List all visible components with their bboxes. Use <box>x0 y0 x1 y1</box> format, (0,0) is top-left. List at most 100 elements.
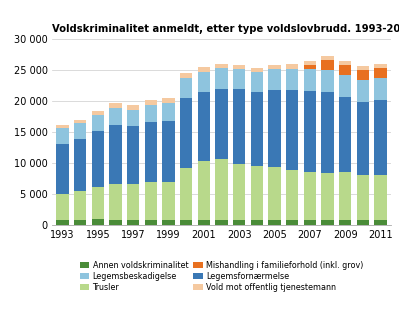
Bar <box>56 194 69 220</box>
Bar <box>321 91 334 173</box>
Bar <box>321 71 334 91</box>
Bar <box>251 68 263 71</box>
Bar <box>268 69 280 90</box>
Bar <box>74 119 86 123</box>
Bar <box>215 220 227 225</box>
Bar <box>180 167 192 221</box>
Bar <box>304 91 316 173</box>
Bar <box>374 63 387 68</box>
Bar <box>339 75 351 97</box>
Bar <box>233 69 245 89</box>
Bar <box>357 71 369 80</box>
Bar <box>286 64 298 69</box>
Bar <box>339 65 351 75</box>
Bar <box>180 73 192 78</box>
Bar <box>233 164 245 220</box>
Bar <box>339 220 351 225</box>
Bar <box>215 159 227 220</box>
Bar <box>357 66 369 71</box>
Bar <box>321 220 334 225</box>
Bar <box>286 170 298 220</box>
Bar <box>198 67 210 72</box>
Bar <box>251 166 263 220</box>
Bar <box>180 221 192 225</box>
Bar <box>144 100 157 105</box>
Bar <box>180 98 192 167</box>
Bar <box>233 65 245 69</box>
Bar <box>321 56 334 61</box>
Bar <box>162 121 175 182</box>
Bar <box>144 105 157 122</box>
Bar <box>56 220 69 225</box>
Bar <box>286 69 298 90</box>
Bar <box>198 220 210 225</box>
Bar <box>286 90 298 170</box>
Bar <box>109 125 122 184</box>
Bar <box>162 103 175 121</box>
Bar <box>374 68 387 78</box>
Bar <box>339 61 351 65</box>
Bar <box>92 219 104 225</box>
Bar <box>268 220 280 225</box>
Bar <box>251 71 263 91</box>
Bar <box>304 61 316 65</box>
Bar <box>127 105 139 109</box>
Bar <box>251 220 263 225</box>
Bar <box>374 78 387 100</box>
Bar <box>109 108 122 125</box>
Bar <box>286 220 298 225</box>
Bar <box>357 80 369 102</box>
Bar <box>109 103 122 108</box>
Bar <box>56 128 69 144</box>
Bar <box>162 182 175 221</box>
Bar <box>144 221 157 225</box>
Bar <box>357 175 369 220</box>
Bar <box>144 122 157 182</box>
Bar <box>127 127 139 184</box>
Bar <box>162 221 175 225</box>
Bar <box>92 111 104 115</box>
Bar <box>198 161 210 220</box>
Bar <box>215 68 227 89</box>
Bar <box>74 220 86 225</box>
Bar <box>304 65 316 69</box>
Legend: Annen voldskriminalitet, Legemsbeskadigelse, Trusler, Mishandling i familieforho: Annen voldskriminalitet, Legemsbeskadige… <box>77 258 366 295</box>
Bar <box>339 97 351 172</box>
Bar <box>339 172 351 220</box>
Bar <box>268 90 280 167</box>
Bar <box>92 187 104 219</box>
Bar <box>321 61 334 71</box>
Bar <box>127 221 139 225</box>
Bar <box>215 64 227 68</box>
Text: Voldskriminalitet anmeldt, etter type voldslovbrudd. 1993-2011. Antall: Voldskriminalitet anmeldt, etter type vo… <box>52 24 399 34</box>
Bar <box>144 182 157 221</box>
Bar <box>321 173 334 220</box>
Bar <box>56 125 69 128</box>
Bar <box>74 191 86 220</box>
Bar <box>374 220 387 225</box>
Bar <box>198 72 210 92</box>
Bar <box>109 220 122 225</box>
Bar <box>304 173 316 220</box>
Bar <box>109 184 122 220</box>
Bar <box>233 220 245 225</box>
Bar <box>357 220 369 225</box>
Bar <box>92 131 104 187</box>
Bar <box>56 144 69 194</box>
Bar <box>268 65 280 69</box>
Bar <box>198 92 210 161</box>
Bar <box>357 102 369 175</box>
Bar <box>92 115 104 131</box>
Bar <box>374 175 387 220</box>
Bar <box>304 69 316 91</box>
Bar <box>180 78 192 98</box>
Bar <box>251 91 263 166</box>
Bar <box>268 167 280 220</box>
Bar <box>304 220 316 225</box>
Bar <box>162 99 175 103</box>
Bar <box>374 100 387 175</box>
Bar <box>233 89 245 164</box>
Bar <box>127 184 139 221</box>
Bar <box>74 139 86 191</box>
Bar <box>74 123 86 139</box>
